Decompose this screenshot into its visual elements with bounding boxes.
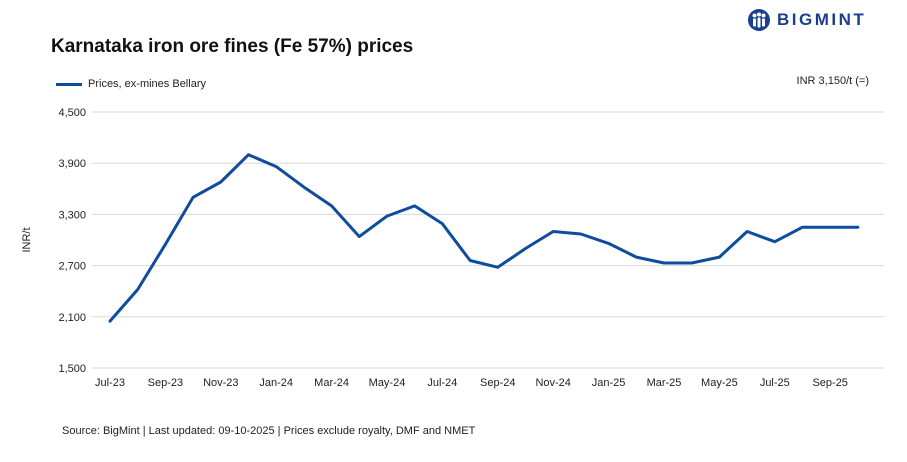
grid-lines <box>92 111 884 369</box>
x-tick-label: May-25 <box>701 377 738 389</box>
chart-title: Karnataka iron ore fines (Fe 57%) prices <box>51 36 414 57</box>
y-tick-label: 4,500 <box>58 107 86 119</box>
legend-swatch <box>56 82 82 86</box>
series-line-prices <box>108 153 860 323</box>
source-note: Source: BigMint | Last updated: 09-10-20… <box>62 425 476 437</box>
x-tick-label: Jul-25 <box>760 377 790 389</box>
x-tick-label: Jul-23 <box>95 377 125 389</box>
bigmint-logo-icon <box>748 9 770 31</box>
logo-text: BIGMINT <box>777 10 867 29</box>
y-tick-labels: 1,500 2,100 2,700 3,300 3,900 4,500 <box>58 107 86 375</box>
y-axis-title: INR/t <box>21 227 33 252</box>
current-price-readout: INR 3,150/t (=) <box>796 75 869 87</box>
bigmint-logo: BIGMINT <box>747 7 866 33</box>
y-tick-label: 2,700 <box>58 261 86 273</box>
y-tick-label: 2,100 <box>58 312 86 324</box>
legend-label: Prices, ex-mines Bellary <box>88 78 206 90</box>
chart-legend: Prices, ex-mines Bellary <box>56 78 206 90</box>
x-tick-label: Nov-24 <box>535 377 570 389</box>
x-tick-label: Mar-24 <box>314 377 349 389</box>
x-tick-label: Jan-25 <box>592 377 626 389</box>
x-tick-label: Sep-25 <box>812 377 847 389</box>
y-tick-label: 3,300 <box>58 209 86 221</box>
x-tick-label: Jan-24 <box>259 377 293 389</box>
x-tick-label: Sep-24 <box>480 377 515 389</box>
x-tick-label: Mar-25 <box>647 377 682 389</box>
y-tick-label: 1,500 <box>58 363 86 375</box>
x-tick-label: Nov-23 <box>203 377 238 389</box>
x-tick-label: Jul-24 <box>427 377 457 389</box>
x-tick-label: May-24 <box>369 377 406 389</box>
x-tick-labels: Jul-23 Sep-23 Nov-23 Jan-24 Mar-24 May-24 Jul-… <box>95 377 848 389</box>
y-tick-label: 3,900 <box>58 158 86 170</box>
x-tick-label: Sep-23 <box>148 377 183 389</box>
